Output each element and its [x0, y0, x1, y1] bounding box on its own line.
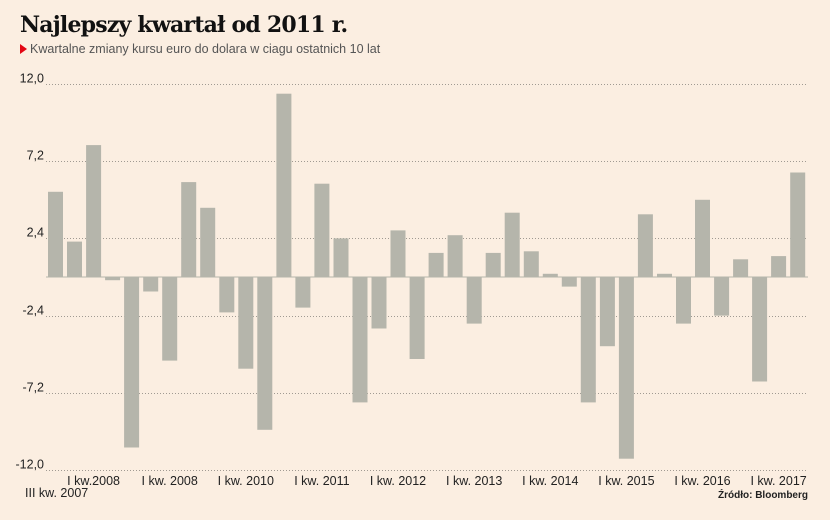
y-tick-label: 2,4	[27, 226, 44, 240]
bar	[466, 277, 482, 324]
bar	[447, 235, 463, 277]
bar	[143, 277, 159, 292]
bar	[276, 93, 292, 277]
bar	[523, 251, 539, 277]
bar	[618, 277, 634, 459]
bar	[599, 277, 615, 347]
bar	[409, 277, 425, 359]
bar	[200, 207, 216, 277]
x-tick-label: I kw. 2008	[142, 474, 198, 488]
bar	[124, 277, 140, 448]
triangle-marker-icon	[20, 44, 27, 54]
bar	[542, 273, 558, 277]
bar	[371, 277, 387, 329]
bar	[580, 277, 596, 403]
chart-subtitle: Kwartalne zmiany kursu euro do dolara w …	[20, 42, 380, 56]
bar	[561, 277, 577, 287]
bar	[733, 259, 749, 277]
x-tick-label: I kw. 2014	[522, 474, 578, 488]
bar	[504, 212, 520, 277]
bar	[428, 252, 444, 277]
bar	[333, 238, 349, 277]
bar	[86, 145, 102, 277]
x-tick-label: I kw.2008	[67, 474, 120, 488]
bar	[695, 199, 710, 277]
bar	[390, 230, 406, 277]
bar	[676, 277, 691, 324]
bar	[752, 277, 768, 382]
x-tick-label: III kw. 2007	[25, 486, 88, 500]
x-tick-label: I kw. 2016	[674, 474, 730, 488]
x-tick-label: I kw. 2012	[370, 474, 426, 488]
bar	[181, 182, 197, 277]
bar	[790, 172, 806, 277]
bar	[238, 277, 254, 369]
bars	[48, 93, 806, 459]
x-tick-label: I kw. 2013	[446, 474, 502, 488]
y-tick-label: 12,0	[20, 72, 44, 86]
bar	[67, 241, 82, 277]
x-tick-label: I kw. 2010	[218, 474, 274, 488]
y-tick-label: -12,0	[16, 458, 45, 472]
y-axis-ticks: 12,0 7,2 2,4 -2,4 -7,2 -12,0	[16, 72, 45, 472]
y-tick-label: 7,2	[27, 149, 44, 163]
bar	[352, 277, 368, 403]
bar	[295, 277, 311, 308]
source-label: Źródło: Bloomberg	[718, 488, 808, 501]
y-tick-label: -7,2	[22, 381, 44, 395]
bar	[637, 214, 653, 277]
bar	[657, 273, 672, 277]
x-tick-label: I kw. 2017	[750, 474, 806, 488]
bar	[771, 256, 787, 277]
bar	[485, 252, 501, 277]
x-tick-label: I kw. 2015	[598, 474, 654, 488]
chart-title: Najlepszy kwartał od 2011 r.	[20, 12, 348, 38]
bar	[714, 277, 730, 316]
gridlines	[46, 84, 808, 471]
bar	[105, 277, 121, 281]
bar	[257, 277, 273, 430]
y-tick-label: -2,4	[22, 304, 44, 318]
bar	[314, 183, 330, 277]
bar	[162, 277, 178, 361]
bar	[48, 191, 63, 277]
bar	[219, 277, 235, 313]
x-tick-label: I kw. 2011	[294, 474, 349, 488]
chart-subtitle-text: Kwartalne zmiany kursu euro do dolara w …	[30, 42, 381, 56]
